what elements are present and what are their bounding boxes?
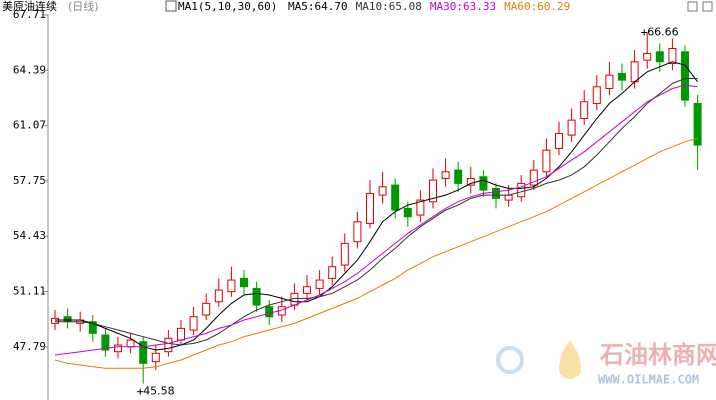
y-tick-label: 51.11 [13,285,46,298]
ma-line [54,137,698,369]
candle-body [353,221,362,243]
candle-body [618,72,626,81]
candle-body [252,287,261,306]
candle-body [567,119,576,136]
candle-body [479,176,488,191]
extreme-label: 66.66 [647,25,679,38]
chart-title: 美原油连续 [2,0,57,13]
watermark-url: WWW.OILMAE.COM [598,373,699,387]
indicator: MA1(5,10,30,60) [178,0,277,13]
candle-body [655,51,664,63]
candle-body [668,47,677,64]
candle-body [101,334,110,351]
legend-entry: MA10:65.08 [356,0,422,13]
candle-body [630,61,639,83]
candle-body [529,169,538,186]
extreme-label: 45.58 [143,385,175,398]
watermark-title: 石油林商网 [599,341,716,369]
ma-line [55,61,698,351]
candle-body [315,279,324,289]
candle-body [466,177,475,186]
candle-body [214,289,223,303]
candle-body [391,184,400,211]
candle-body [114,344,122,353]
candle-body [378,186,387,196]
candle-body [328,266,337,279]
candle-body [202,302,211,316]
candle-body [580,101,589,119]
candle-body [504,194,513,201]
candle-body [177,327,185,341]
candle-body [517,182,526,198]
candle-body [164,337,173,353]
candle-body [303,286,311,294]
watermark-drop [559,340,581,379]
candle-body [366,192,374,224]
candle-body [126,339,135,348]
legend-entry: MA30:63.33 [430,0,496,13]
y-tick-label: 64.39 [13,63,46,76]
candle-body [492,187,500,199]
candle-body [139,341,148,364]
indicator-icon [165,0,177,12]
candle-body [605,74,614,89]
candle-body [265,306,274,318]
y-tick-label: 47.79 [13,340,46,353]
candle-body [592,86,601,104]
watermark-logo [496,346,524,374]
candle-body [240,277,248,288]
candle-body [63,316,72,323]
window-button[interactable] [687,1,698,12]
candle-body [340,242,349,266]
candle-body [643,52,652,61]
candle-body [693,102,702,146]
ma-line [55,78,698,346]
period: (日线) [68,0,99,13]
candle-body [454,169,463,184]
y-tick-label: 57.75 [13,174,46,187]
legend-entry: MA5:64.70 [288,0,348,13]
ma-line [54,84,698,356]
candle-body [542,149,551,173]
y-tick-label: 54.43 [13,229,46,242]
candle-body [681,51,689,101]
y-tick-label: 61.07 [13,119,46,132]
y-tick-label: 67.71 [13,8,46,21]
candle-body [51,317,59,324]
candle-body [151,352,160,363]
watermark: 石油林商网 WWW.OILMAE.COM [496,340,716,387]
candle-body [227,279,236,293]
candle-body [189,316,198,331]
candle-body [403,207,412,218]
legend-entry: MA60:60.29 [504,0,570,13]
window-button[interactable] [702,1,713,12]
candle-body [88,321,97,334]
candle-body [441,171,450,179]
candle-body [555,132,563,149]
candle-body [429,179,437,203]
candle-body [416,199,425,216]
